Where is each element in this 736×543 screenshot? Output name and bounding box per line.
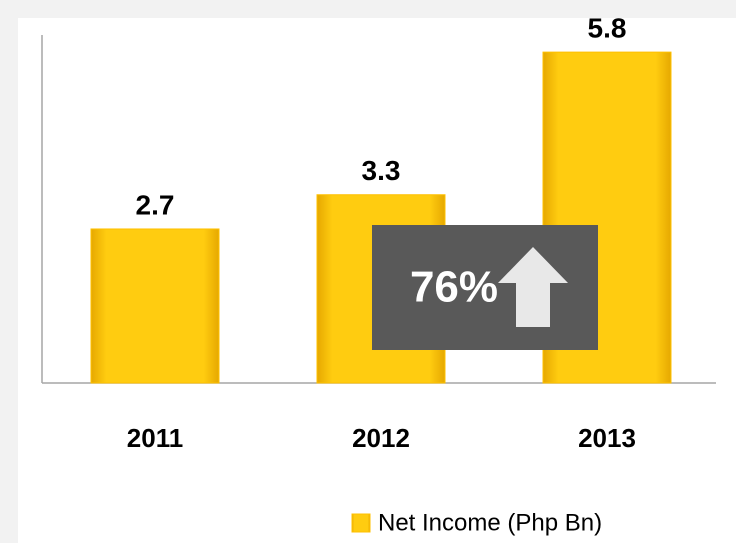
value-label: 5.8 <box>588 13 627 44</box>
x-tick-label: 2013 <box>578 423 636 453</box>
annotation: 76% <box>372 225 598 350</box>
legend-swatch <box>351 513 371 533</box>
x-tick-label: 2011 <box>127 423 183 453</box>
annotation-text: 76% <box>410 263 498 312</box>
value-label: 2.7 <box>136 189 175 220</box>
value-label: 3.3 <box>362 155 401 186</box>
bar <box>90 228 220 384</box>
annotation-box <box>372 225 598 350</box>
arrow-icon <box>498 247 568 327</box>
x-tick-label: 2012 <box>352 423 410 453</box>
legend-label: Net Income (Php Bn) <box>378 509 602 536</box>
